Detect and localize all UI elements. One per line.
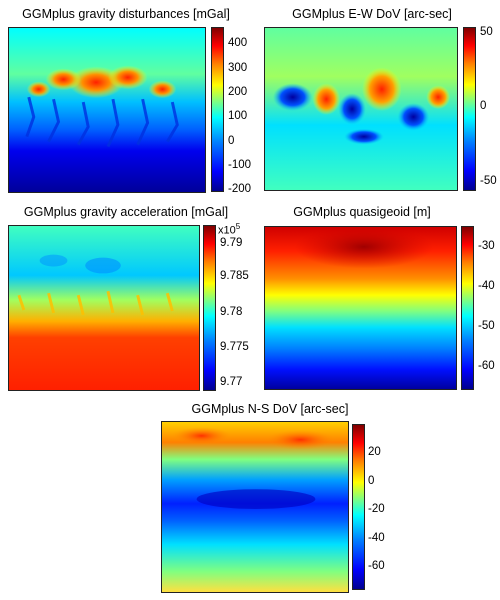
colorbar-tick-label: 9.79 bbox=[220, 237, 243, 249]
colorbar-tick-label: -40 bbox=[368, 532, 385, 544]
colorbar-tick-label: 0 bbox=[228, 135, 235, 147]
colorbar-tick-label: 0 bbox=[480, 100, 487, 112]
heatmap-image bbox=[264, 27, 458, 191]
colorbar-tick-label: 200 bbox=[228, 86, 248, 98]
colorbar-tick-label: -200 bbox=[228, 183, 252, 195]
colorbar-tick-label: 0 bbox=[368, 475, 375, 487]
colorbar-tick-label: 100 bbox=[228, 110, 248, 122]
chart-title: GGMplus N-S DoV [arc-sec] bbox=[191, 402, 349, 416]
colorbar-tick-label: -50 bbox=[478, 320, 495, 332]
chart-title: GGMplus gravity acceleration [mGal] bbox=[23, 205, 229, 219]
colorbar-exponent-base: x10 bbox=[218, 224, 236, 237]
colorbar-tick-label: 9.78 bbox=[220, 306, 243, 318]
colorbar-tick-label: -30 bbox=[478, 240, 495, 252]
heatmap-image bbox=[264, 226, 457, 390]
colorbar-tick-label: 9.77 bbox=[220, 376, 243, 388]
colorbar-tick-label: -60 bbox=[368, 560, 385, 572]
colorbar-tick-label: -40 bbox=[478, 280, 495, 292]
colorbar-tick-label: 9.775 bbox=[220, 341, 249, 353]
colorbar-tick-label: -100 bbox=[228, 159, 252, 171]
colorbar bbox=[461, 226, 474, 390]
colorbar-tick-label: 20 bbox=[368, 446, 381, 458]
chart-title: GGMplus quasigeoid [m] bbox=[293, 205, 431, 219]
colorbar-tick-label: 9.785 bbox=[220, 270, 249, 282]
colorbar bbox=[352, 424, 365, 590]
colorbar-exponent-power: 5 bbox=[235, 222, 241, 231]
heatmap-image bbox=[161, 421, 349, 593]
chart-title: GGMplus E-W DoV [arc-sec] bbox=[292, 7, 452, 21]
colorbar-tick-label: -50 bbox=[480, 175, 497, 187]
colorbar-tick-label: -20 bbox=[368, 503, 385, 515]
colorbar-tick-label: -60 bbox=[478, 360, 495, 372]
heatmap-image bbox=[8, 225, 200, 391]
colorbar-tick-label: 50 bbox=[480, 26, 493, 38]
colorbar-tick-label: 400 bbox=[228, 37, 248, 49]
colorbar bbox=[463, 27, 476, 191]
heatmap-image bbox=[8, 27, 206, 193]
chart-title: GGMplus gravity disturbances [mGal] bbox=[22, 7, 230, 21]
colorbar-exponent: x105 bbox=[218, 222, 240, 237]
colorbar bbox=[211, 27, 224, 192]
colorbar-tick-label: 300 bbox=[228, 62, 248, 74]
colorbar bbox=[203, 225, 216, 391]
